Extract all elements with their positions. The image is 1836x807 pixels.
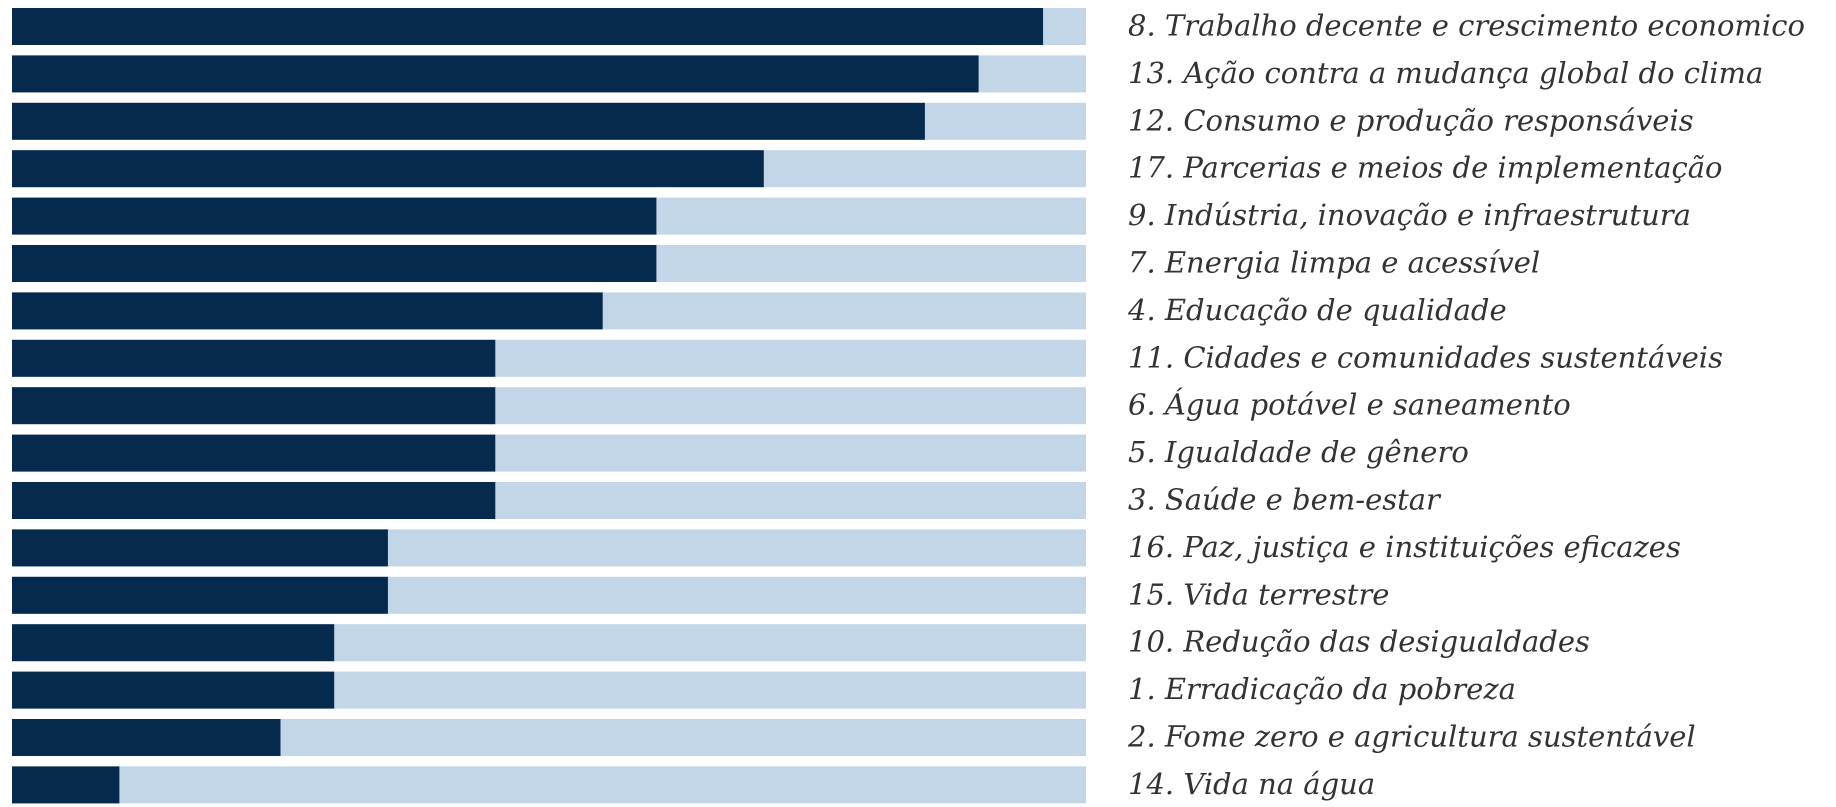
bar-track	[12, 766, 1086, 804]
category-label: 2. Fome zero e agricultura sustentável	[1127, 720, 1696, 754]
bar	[12, 102, 925, 140]
category-label: 9. Indústria, inovação e infraestrutura	[1128, 198, 1691, 232]
category-label: 8. Trabalho decente e crescimento econom…	[1128, 9, 1805, 43]
category-label: 13. Ação contra a mudança global do clim…	[1128, 56, 1763, 90]
category-label: 17. Parcerias e meios de implementação	[1128, 151, 1723, 185]
category-label: 15. Vida terrestre	[1128, 577, 1389, 611]
bar	[12, 339, 496, 377]
category-label: 12. Consumo e produção responsáveis	[1128, 103, 1694, 137]
bar	[12, 8, 1044, 45]
bar	[12, 197, 657, 235]
bar	[12, 292, 603, 330]
category-label: 7. Energia limpa e acessível	[1128, 246, 1540, 280]
bar	[12, 576, 388, 614]
bar	[12, 434, 496, 472]
bar	[12, 719, 281, 756]
category-label: 1. Erradicação da pobreza	[1128, 672, 1516, 706]
bar	[12, 624, 335, 662]
category-label: 16. Paz, justiça e instituições eficazes	[1128, 530, 1681, 564]
bar	[12, 150, 764, 188]
category-label: 10. Redução das desigualdades	[1128, 625, 1590, 659]
category-label: 6. Água potável e saneamento	[1128, 387, 1571, 422]
bar	[12, 387, 496, 425]
category-label: 5. Igualdade de gênero	[1128, 435, 1469, 469]
bar	[12, 766, 120, 804]
category-label: 3. Saúde e bem-estar	[1128, 483, 1442, 517]
category-label: 11. Cidades e comunidades sustentáveis	[1128, 340, 1723, 374]
bar	[12, 55, 979, 93]
bar	[12, 245, 657, 282]
bar	[12, 529, 388, 567]
category-label: 14. Vida na água	[1128, 767, 1375, 801]
category-label: 4. Educação de qualidade	[1127, 293, 1507, 327]
bar	[12, 671, 335, 709]
bar	[12, 482, 496, 519]
